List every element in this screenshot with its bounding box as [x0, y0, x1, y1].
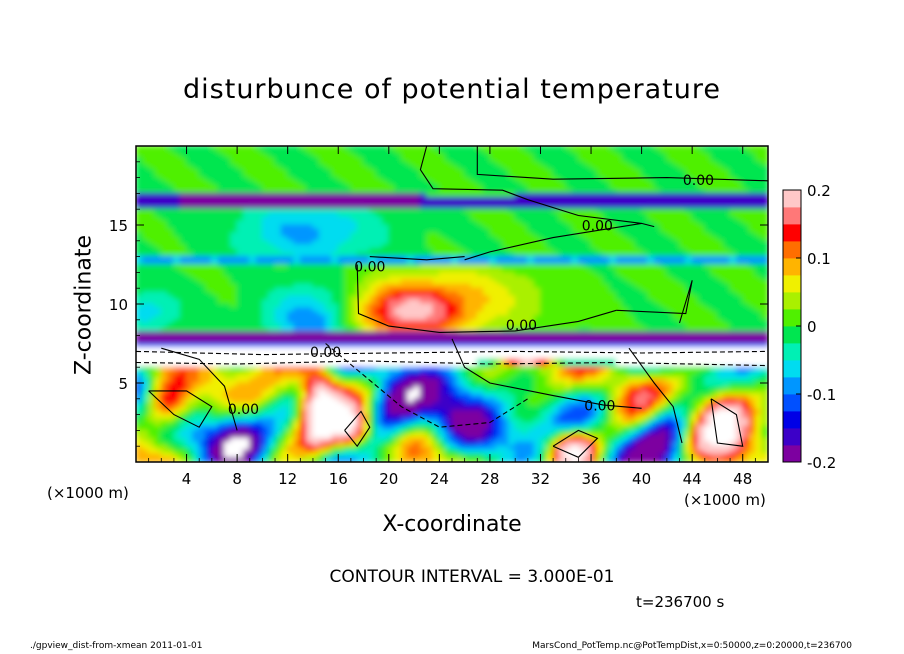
- colorbar-tick-label-4: -0.2: [807, 454, 836, 472]
- x-tick-label-5: 24: [430, 470, 449, 488]
- footer-right: MarsCond_PotTemp.nc@PotTempDist,x=0:5000…: [532, 641, 852, 651]
- contour-label-4: 0.00: [310, 345, 341, 361]
- colorbar-segment-6: [783, 343, 801, 361]
- z-tick-label-1: 10: [109, 296, 128, 314]
- contour-lines: [136, 146, 768, 458]
- colorbar-segment-5: [783, 360, 801, 378]
- colorbar-segment-15: [783, 190, 801, 208]
- x-tick-label-6: 28: [480, 470, 499, 488]
- colorbar-tick-label-1: 0.1: [807, 250, 831, 268]
- colorbar-tick-label-2: 0: [807, 318, 817, 336]
- contour-label-0: 0.00: [683, 173, 714, 189]
- x-unit-label-right: (×1000 m): [684, 491, 766, 509]
- heatmap-field: [136, 146, 768, 462]
- colorbar-segment-0: [783, 445, 801, 463]
- colorbar-tick-label-3: -0.1: [807, 386, 836, 404]
- colorbar-segment-2: [783, 411, 801, 429]
- chart-title: disturbunce of potential temperature: [183, 74, 721, 105]
- x-tick-label-7: 32: [531, 470, 550, 488]
- x-tick-label-1: 8: [232, 470, 242, 488]
- x-tick-label-10: 44: [683, 470, 702, 488]
- x-tick-label-8: 36: [581, 470, 600, 488]
- x-tick-label-11: 48: [733, 470, 752, 488]
- colorbar-segment-11: [783, 258, 801, 276]
- contour-label-3: 0.00: [506, 318, 537, 334]
- contour-label-1: 0.00: [582, 219, 613, 235]
- z-axis: 5 10 15: [109, 161, 768, 447]
- y-axis-label: Z-coordinate: [71, 235, 97, 375]
- contour-label-2: 0.00: [354, 260, 385, 276]
- contour-labels: 0.00 0.00 0.00 0.00 0.00 0.00 0.00: [228, 173, 714, 418]
- contour-label-5: 0.00: [228, 402, 259, 418]
- colorbar-segment-14: [783, 207, 801, 225]
- contour-label-6: 0.00: [584, 399, 615, 415]
- x-tick-label-2: 12: [278, 470, 297, 488]
- colorbar-segment-10: [783, 275, 801, 293]
- z-tick-label-0: 5: [118, 375, 128, 393]
- colorbar-tick-label-0: 0.2: [807, 182, 831, 200]
- colorbar: 0.2 0.1 0 -0.1 -0.2: [782, 182, 836, 472]
- colorbar-segment-8: [783, 309, 801, 327]
- time-label: t=236700 s: [636, 593, 725, 611]
- x-axis-label: X-coordinate: [382, 512, 522, 537]
- z-tick-label-2: 15: [109, 217, 128, 235]
- colorbar-segment-12: [783, 241, 801, 259]
- x-tick-label-3: 16: [329, 470, 348, 488]
- x-tick-label-0: 4: [182, 470, 192, 488]
- colorbar-segment-1: [783, 428, 801, 446]
- x-tick-label-4: 20: [379, 470, 398, 488]
- contour-interval-text: CONTOUR INTERVAL = 3.000E-01: [329, 567, 615, 587]
- x-axis: 4 8 12 16 20 24 28 32 36 40 44 48: [148, 146, 756, 488]
- colorbar-segment-13: [783, 224, 801, 242]
- colorbar-segment-9: [783, 292, 801, 310]
- x-unit-label-left: (×1000 m): [47, 484, 129, 502]
- footer-left: ./gpview_dist-from-xmean 2011-01-01: [30, 641, 203, 651]
- colorbar-segment-3: [783, 394, 801, 412]
- colorbar-segment-4: [783, 377, 801, 395]
- x-tick-label-9: 40: [632, 470, 651, 488]
- colorbar-segment-7: [783, 326, 801, 344]
